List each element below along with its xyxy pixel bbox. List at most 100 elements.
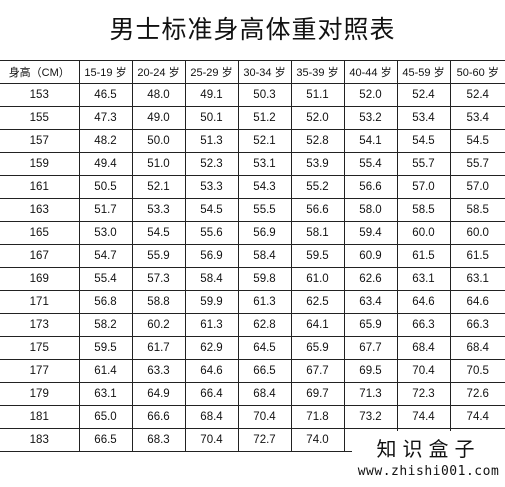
weight-cell: 68.4 <box>184 405 239 429</box>
weight-cell: 52.1 <box>237 129 292 153</box>
header-age-50-60: 50-60 岁 <box>449 60 505 84</box>
table-row: 155 47.3 49.0 50.1 51.2 52.0 53.2 53.4 53.4 <box>0 106 505 130</box>
weight-cell: 54.1 <box>343 129 398 153</box>
weight-cell: 58.5 <box>449 198 505 222</box>
weight-cell: 63.4 <box>343 290 398 314</box>
height-cell: 181 <box>0 405 80 429</box>
weight-cell: 71.8 <box>290 405 345 429</box>
header-age-35-39: 35-39 岁 <box>290 60 345 84</box>
weight-cell: 68.4 <box>396 336 451 360</box>
weight-cell: 64.1 <box>290 313 345 337</box>
header-age-40-44: 40-44 岁 <box>343 60 398 84</box>
weight-cell: 53.1 <box>237 152 292 176</box>
weight-cell: 57.0 <box>396 175 451 199</box>
weight-cell: 56.9 <box>237 221 292 245</box>
table-row: 167 54.7 55.9 56.9 58.4 59.5 60.9 61.5 61.5 <box>0 244 505 268</box>
weight-cell: 54.5 <box>131 221 186 245</box>
weight-cell: 72.6 <box>449 382 505 406</box>
weight-cell: 54.5 <box>184 198 239 222</box>
height-weight-table: 身高（CM） 15-19 岁 20-24 岁 25-29 岁 30-34 岁 3… <box>0 60 505 452</box>
weight-cell: 53.2 <box>343 106 398 130</box>
weight-cell: 61.4 <box>78 359 133 383</box>
weight-cell: 67.7 <box>290 359 345 383</box>
weight-cell: 61.5 <box>396 244 451 268</box>
weight-cell: 68.4 <box>449 336 505 360</box>
weight-cell: 58.4 <box>237 244 292 268</box>
watermark-name: 知识盒子 <box>376 437 481 461</box>
weight-cell: 53.0 <box>78 221 133 245</box>
height-cell: 171 <box>0 290 80 314</box>
table-row: 165 53.0 54.5 55.6 56.9 58.1 59.4 60.0 60.0 <box>0 221 505 245</box>
weight-cell: 74.4 <box>449 405 505 429</box>
header-age-25-29: 25-29 岁 <box>184 60 239 84</box>
weight-cell: 64.5 <box>237 336 292 360</box>
weight-cell: 58.5 <box>396 198 451 222</box>
weight-cell: 54.3 <box>237 175 292 199</box>
weight-cell: 59.9 <box>184 290 239 314</box>
header-age-30-34: 30-34 岁 <box>237 60 292 84</box>
weight-cell: 55.2 <box>290 175 345 199</box>
table-row: 181 65.0 66.6 68.4 70.4 71.8 73.2 74.4 74.4 <box>0 405 505 429</box>
weight-cell: 59.5 <box>290 244 345 268</box>
weight-cell: 59.4 <box>343 221 398 245</box>
weight-cell: 52.0 <box>343 83 398 107</box>
weight-cell: 70.4 <box>396 359 451 383</box>
height-cell: 183 <box>0 428 80 452</box>
weight-cell: 58.1 <box>290 221 345 245</box>
table-row: 171 56.8 58.8 59.9 61.3 62.5 63.4 64.6 64.6 <box>0 290 505 314</box>
header-age-20-24: 20-24 岁 <box>131 60 186 84</box>
page-title: 男士标准身高体重对照表 <box>109 15 396 44</box>
table-row: 163 51.7 53.3 54.5 55.5 56.6 58.0 58.5 58.5 <box>0 198 505 222</box>
height-cell: 159 <box>0 152 80 176</box>
table-row: 159 49.4 51.0 52.3 53.1 53.9 55.4 55.7 55.7 <box>0 152 505 176</box>
weight-cell: 60.2 <box>131 313 186 337</box>
height-cell: 163 <box>0 198 80 222</box>
weight-cell: 74.0 <box>290 428 345 452</box>
weight-cell: 63.1 <box>449 267 505 291</box>
weight-cell: 51.3 <box>184 129 239 153</box>
weight-cell: 61.5 <box>449 244 505 268</box>
weight-cell: 68.4 <box>237 382 292 406</box>
weight-cell: 58.8 <box>131 290 186 314</box>
weight-cell: 55.6 <box>184 221 239 245</box>
weight-cell: 62.6 <box>343 267 398 291</box>
weight-cell: 71.3 <box>343 382 398 406</box>
weight-cell: 54.5 <box>396 129 451 153</box>
weight-cell: 51.2 <box>237 106 292 130</box>
weight-cell: 66.4 <box>184 382 239 406</box>
weight-cell: 59.5 <box>78 336 133 360</box>
weight-cell: 56.6 <box>343 175 398 199</box>
weight-cell: 48.2 <box>78 129 133 153</box>
weight-cell: 54.7 <box>78 244 133 268</box>
header-age-15-19: 15-19 岁 <box>78 60 133 84</box>
weight-cell: 53.3 <box>184 175 239 199</box>
weight-cell: 55.5 <box>237 198 292 222</box>
weight-cell: 70.4 <box>184 428 239 452</box>
weight-cell: 67.7 <box>343 336 398 360</box>
weight-cell: 53.4 <box>396 106 451 130</box>
weight-cell: 64.9 <box>131 382 186 406</box>
weight-cell: 65.9 <box>343 313 398 337</box>
height-cell: 167 <box>0 244 80 268</box>
weight-cell: 53.3 <box>131 198 186 222</box>
weight-cell: 66.5 <box>78 428 133 452</box>
weight-cell: 51.7 <box>78 198 133 222</box>
weight-cell: 49.0 <box>131 106 186 130</box>
weight-cell: 49.4 <box>78 152 133 176</box>
weight-cell: 66.6 <box>131 405 186 429</box>
weight-cell: 58.4 <box>184 267 239 291</box>
table-row: 179 63.1 64.9 66.4 68.4 69.7 71.3 72.3 72.6 <box>0 382 505 406</box>
weight-cell: 62.8 <box>237 313 292 337</box>
table-row: 177 61.4 63.3 64.6 66.5 67.7 69.5 70.4 70.5 <box>0 359 505 383</box>
watermark: 知识盒子 www.zhishi001.com <box>352 431 505 487</box>
weight-cell: 65.0 <box>78 405 133 429</box>
table-row: 157 48.2 50.0 51.3 52.1 52.8 54.1 54.5 54.5 <box>0 129 505 153</box>
weight-cell: 65.9 <box>290 336 345 360</box>
weight-cell: 56.9 <box>184 244 239 268</box>
weight-cell: 52.1 <box>131 175 186 199</box>
weight-cell: 62.5 <box>290 290 345 314</box>
weight-cell: 54.5 <box>449 129 505 153</box>
weight-cell: 61.7 <box>131 336 186 360</box>
weight-cell: 63.1 <box>78 382 133 406</box>
